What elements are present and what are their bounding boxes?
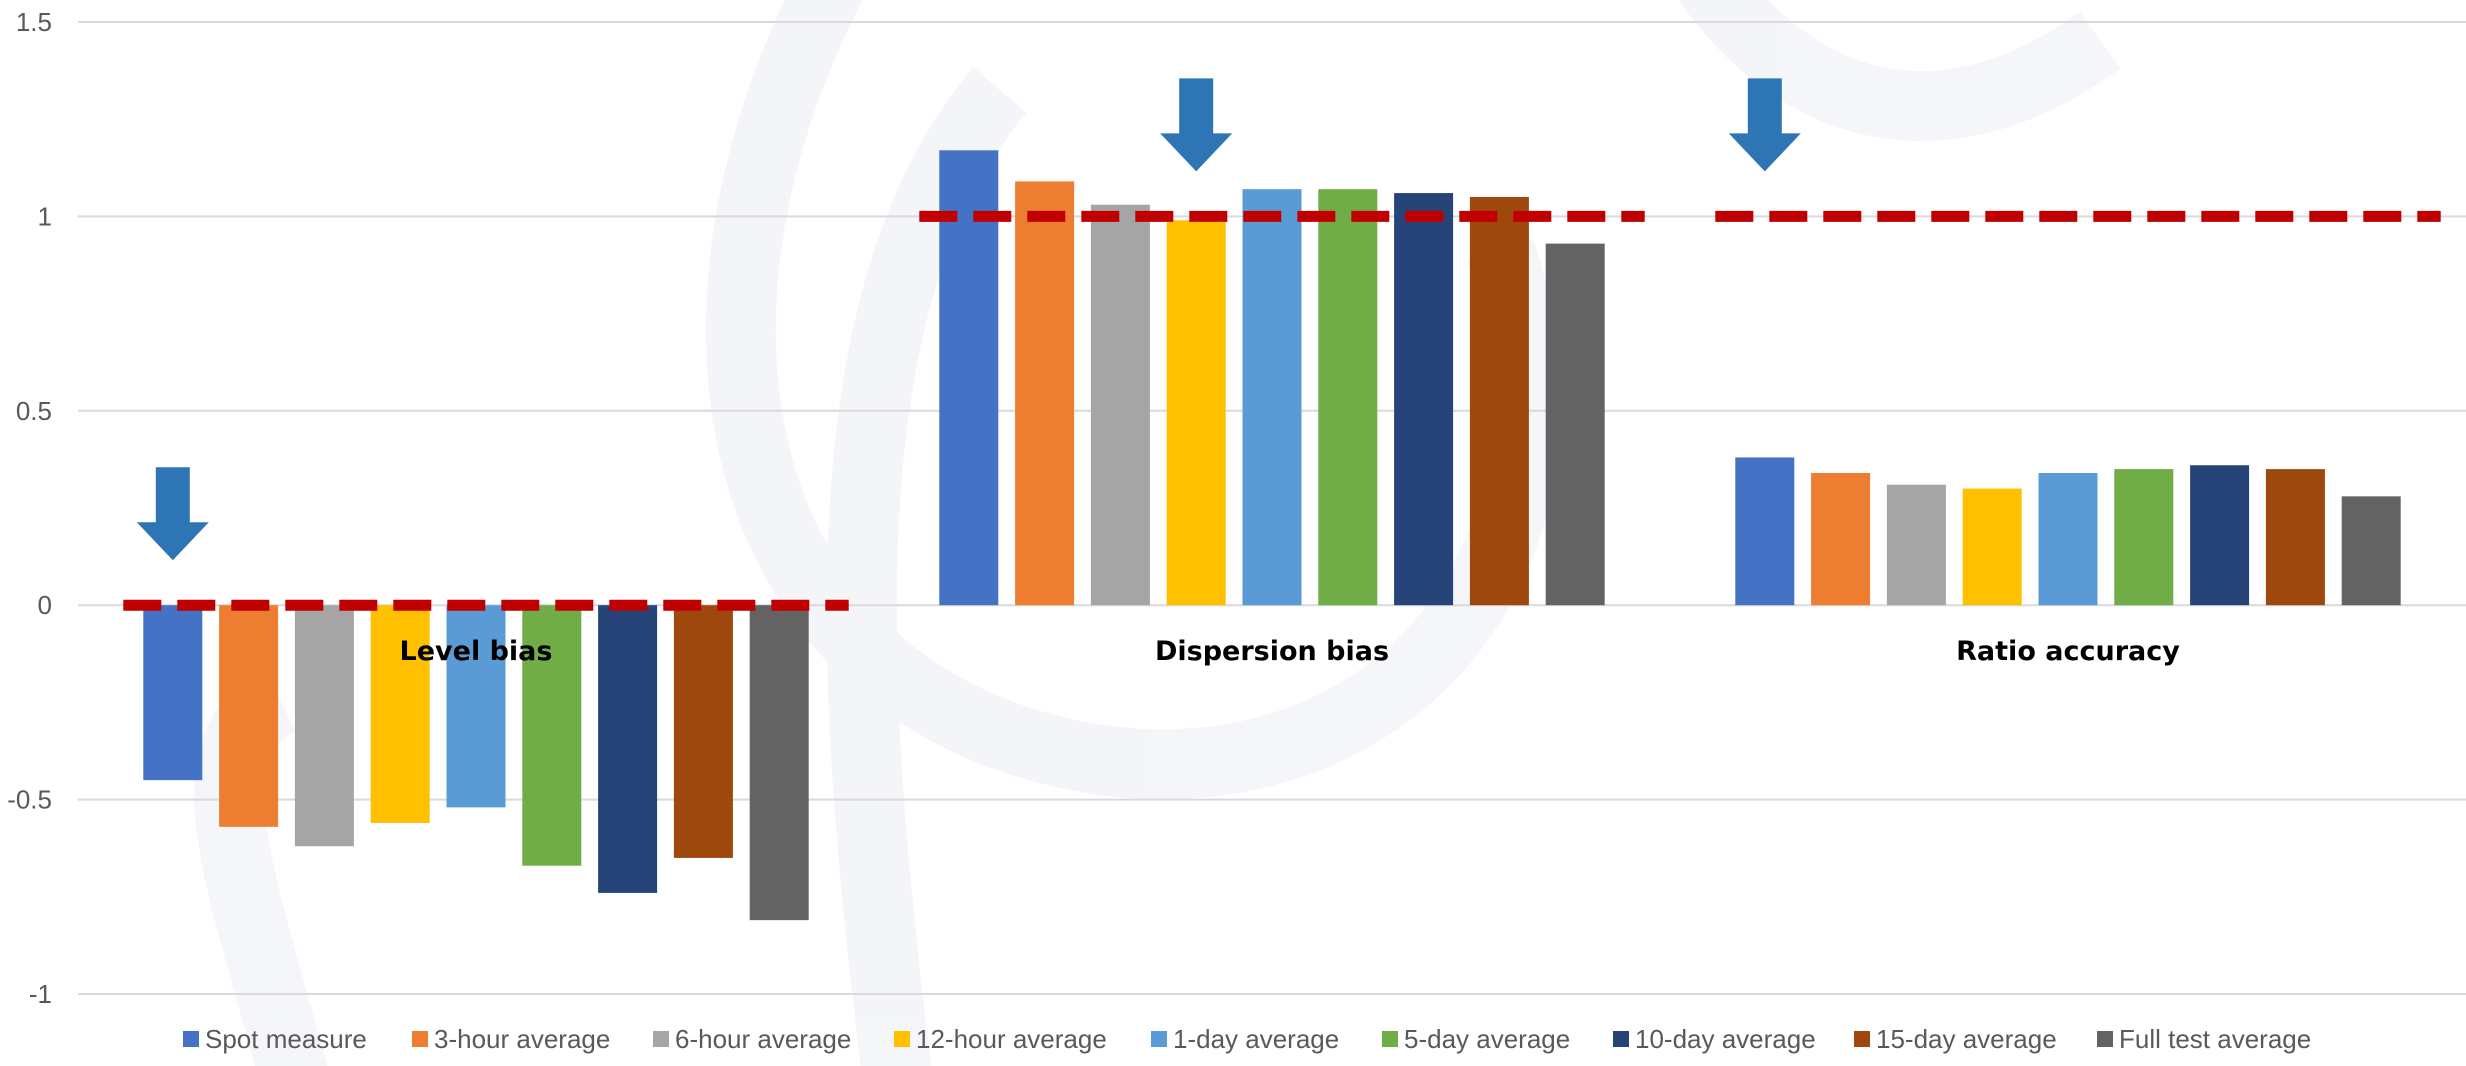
legend-swatch [894,1031,910,1047]
bar [1015,181,1075,606]
legend-label: 15-day average [1876,1024,2057,1054]
bar [294,605,354,847]
bar [673,605,733,858]
y-tick-label: 0.5 [16,396,52,426]
legend-swatch [2097,1031,2113,1047]
bar [939,150,999,606]
bar [1735,457,1795,606]
bar [1166,220,1226,606]
y-tick-label: 0 [38,590,52,620]
y-tick-label: 1 [38,201,52,231]
down-arrow [1160,78,1233,172]
bar [2190,465,2250,606]
down-arrow [136,467,209,561]
category-label: Level bias [400,636,553,667]
legend-swatch [1854,1031,1870,1047]
bar [749,605,809,921]
down-arrow [1728,78,1801,172]
bar [370,605,430,823]
legend-swatch [1151,1031,1167,1047]
bar [522,605,582,866]
bars [143,150,2401,921]
legend-label: 6-hour average [675,1024,851,1054]
category-label: Dispersion bias [1155,636,1389,667]
bar [2038,473,2098,606]
legend-swatch [653,1031,669,1047]
y-tick-label: -0.5 [7,785,52,815]
legend-swatch [1382,1031,1398,1047]
legend: Spot measure 3-hour average 6-hour average… [183,1024,2311,1054]
bar [1886,484,1946,606]
bar [1469,196,1529,606]
bar [2265,469,2325,606]
bar [446,605,506,808]
bar [143,605,203,781]
bar [1242,189,1302,606]
bar [598,605,658,893]
bar [1394,193,1454,606]
legend-swatch [412,1031,428,1047]
arrow-annotations [136,78,1801,561]
y-tick-label: -1 [29,979,52,1009]
legend-swatch [183,1031,199,1047]
legend-swatch [1613,1031,1629,1047]
bar [1962,488,2022,606]
bar [1090,204,1150,606]
y-tick-label: 1.5 [16,7,52,37]
bar [219,605,279,827]
legend-label: Spot measure [205,1024,367,1054]
bar [2341,496,2401,606]
legend-label: 3-hour average [434,1024,610,1054]
legend-label: Full test average [2119,1024,2311,1054]
bar [1545,243,1605,606]
category-label: Ratio accuracy [1956,636,2180,667]
legend-label: 12-hour average [916,1024,1107,1054]
bar [1811,473,1871,606]
legend-label: 10-day average [1635,1024,1816,1054]
bar [2114,469,2174,606]
category-labels: Level bias Dispersion bias Ratio accuracy [400,636,2181,667]
reference-lines [123,210,2441,611]
bar [1318,189,1378,606]
legend-label: 5-day average [1404,1024,1570,1054]
legend-label: 1-day average [1173,1024,1339,1054]
y-axis-tick-labels: -1 -0.5 0 0.5 1 1.5 [7,7,52,1009]
